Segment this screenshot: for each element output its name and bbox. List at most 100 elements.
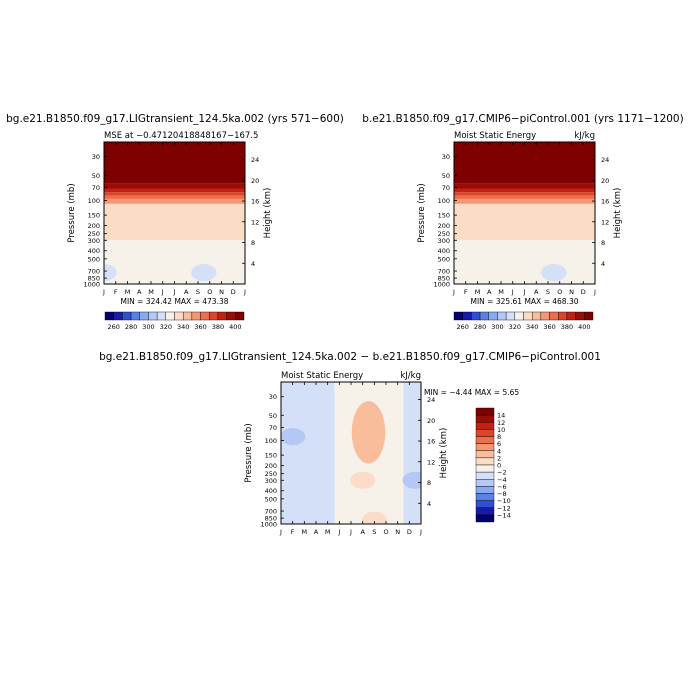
panel-subtitle-right: kJ/kg (574, 131, 595, 141)
colorbar-swatch (540, 311, 550, 321)
x-tick-label: S (372, 528, 376, 536)
plot-area (104, 142, 245, 284)
colorbar-label: 4 (497, 447, 501, 455)
x-tick-label: A (360, 528, 365, 536)
colorbar-swatch (475, 422, 495, 430)
x-tick-label: J (511, 288, 514, 296)
x-tick-label: F (291, 528, 295, 536)
panel-1: bg.e21.B1850.f09_g17.LIGtransient_124.5k… (6, 113, 344, 331)
colorbar-swatch (566, 311, 576, 321)
height-axis-label: Height (km) (613, 188, 623, 239)
contour-band (104, 192, 245, 196)
y-tick-label: 850 (265, 515, 277, 523)
x-tick-label: A (534, 288, 539, 296)
contour-band (104, 183, 245, 189)
stats-label: MIN = 325.61 MAX = 468.30 (470, 297, 578, 306)
colorbar-swatch (209, 311, 219, 321)
colorbar-swatch (523, 311, 533, 321)
y-tick-label: 850 (88, 275, 100, 283)
y-tick-label: 200 (88, 222, 100, 230)
height-tick-label: 16 (427, 438, 435, 446)
x-tick-label: M (498, 288, 504, 296)
x-tick-label: J (161, 288, 164, 296)
contour-anomaly (350, 471, 376, 489)
x-tick-label: N (569, 288, 574, 296)
colorbar-swatch (471, 311, 481, 321)
colorbar-label: 320 (160, 323, 172, 331)
height-tick-label: 16 (601, 198, 609, 206)
panel-subtitle-right: kJ/kg (400, 371, 421, 381)
plot-area (281, 382, 421, 524)
x-tick-label: J (419, 528, 422, 536)
x-tick-label: M (325, 528, 331, 536)
colorbar-label: −2 (497, 469, 507, 477)
x-tick-label: A (184, 288, 189, 296)
y-tick-label: 100 (265, 437, 277, 445)
height-tick-label: 20 (251, 177, 259, 185)
colorbar-swatch (549, 311, 559, 321)
height-tick-label: 8 (251, 239, 255, 247)
panel-subtitle-left: Moist Static Energy (281, 371, 363, 381)
contour-band (454, 183, 595, 189)
colorbar-swatch (514, 311, 524, 321)
colorbar-swatch (475, 486, 495, 494)
contour-band (454, 203, 595, 241)
colorbar-label: 260 (107, 323, 119, 331)
y-tick-label: 150 (265, 452, 277, 460)
panel-title: bg.e21.B1850.f09_g17.LIGtransient_124.5k… (6, 113, 344, 125)
y-tick-label: 500 (265, 495, 277, 503)
colorbar-swatch (505, 311, 516, 321)
colorbar-label: −4 (497, 476, 507, 484)
colorbar-swatch (575, 311, 585, 321)
colorbar-swatch (130, 311, 140, 321)
contour-anomaly (402, 471, 421, 489)
y-tick-label: 150 (438, 212, 450, 220)
y-tick-label: 300 (438, 237, 450, 245)
height-tick-label: 8 (601, 239, 605, 247)
colorbar-swatch (217, 311, 227, 321)
colorbar-label: 340 (177, 323, 189, 331)
x-tick-label: J (452, 288, 455, 296)
colorbar-swatch (122, 311, 132, 321)
colorbar-swatch (226, 311, 236, 321)
colorbar-label: 400 (578, 323, 590, 331)
y-tick-label: 250 (265, 470, 277, 478)
x-tick-label: O (557, 288, 562, 296)
colorbar-swatch (235, 311, 245, 321)
panel-title: b.e21.B1850.f09_g17.CMIP6−piControl.001 … (362, 113, 683, 125)
x-tick-label: J (349, 528, 352, 536)
x-tick-label: J (593, 288, 596, 296)
y-axis-label: Pressure (mb) (244, 423, 254, 482)
x-tick-label: M (302, 528, 308, 536)
y-tick-label: 1000 (260, 521, 277, 529)
colorbar-label: 280 (125, 323, 137, 331)
height-tick-label: 24 (251, 156, 259, 164)
x-tick-label: M (475, 288, 481, 296)
colorbar-swatch (475, 436, 495, 444)
y-tick-label: 300 (265, 477, 277, 485)
y-tick-label: 70 (92, 184, 100, 192)
height-tick-label: 4 (601, 260, 605, 268)
contour-anomaly (361, 511, 387, 524)
x-tick-label: N (219, 288, 224, 296)
contour-band (454, 195, 595, 199)
contour-band (454, 198, 595, 204)
y-tick-label: 500 (88, 255, 100, 263)
colorbar-label: 6 (497, 440, 501, 448)
panels: bg.e21.B1850.f09_g17.LIGtransient_124.5k… (6, 113, 684, 536)
colorbar-swatch (497, 311, 507, 321)
y-tick-label: 70 (442, 184, 450, 192)
colorbar-label: 12 (497, 419, 505, 427)
colorbar-label: 300 (491, 323, 503, 331)
height-tick-label: 20 (601, 177, 609, 185)
x-tick-label: D (407, 528, 412, 536)
x-tick-label: J (337, 528, 340, 536)
x-tick-label: O (383, 528, 388, 536)
contour-band (104, 142, 245, 184)
y-tick-label: 100 (438, 197, 450, 205)
y-tick-label: 400 (88, 247, 100, 255)
y-tick-label: 700 (88, 268, 100, 276)
colorbar-label: 280 (474, 323, 486, 331)
y-tick-label: 400 (265, 487, 277, 495)
contour-band (104, 203, 245, 241)
